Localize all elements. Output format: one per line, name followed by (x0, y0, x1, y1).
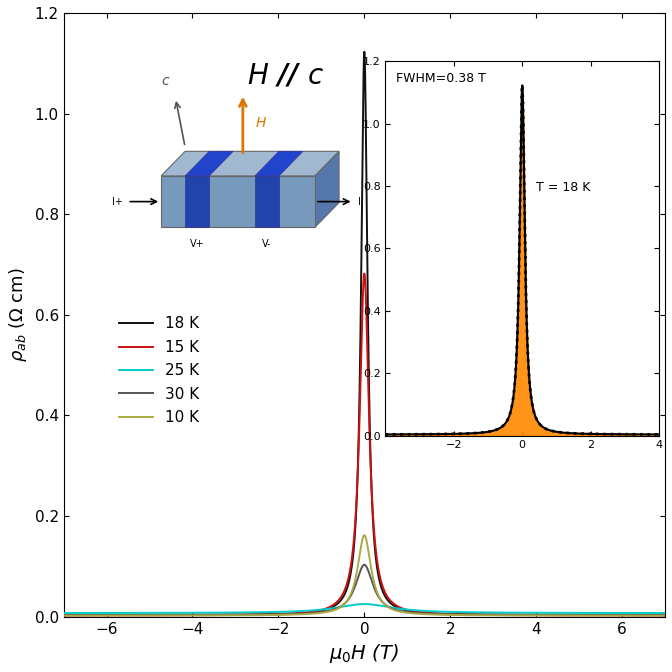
Text: $H$ // $c$: $H$ // $c$ (247, 61, 325, 89)
X-axis label: $\mu_0H$ (T): $\mu_0H$ (T) (329, 642, 399, 665)
Legend: 18 K, 15 K, 25 K, 30 K, 10 K: 18 K, 15 K, 25 K, 30 K, 10 K (114, 310, 206, 431)
Y-axis label: $\rho_{ab}$ ($\Omega$ cm): $\rho_{ab}$ ($\Omega$ cm) (7, 267, 29, 362)
